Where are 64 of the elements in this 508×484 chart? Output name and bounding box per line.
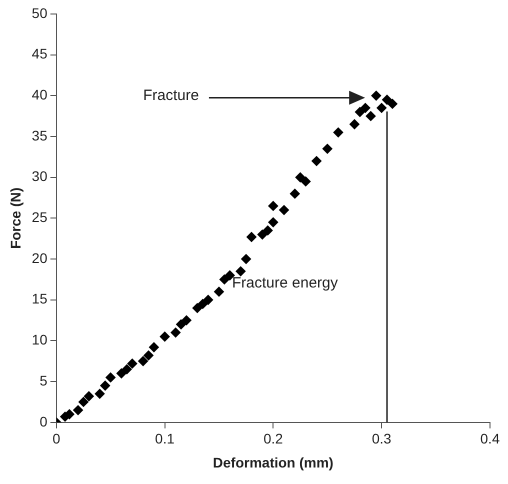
point (100, 380, 110, 391)
y-tick-label: 45 (32, 46, 48, 62)
point (268, 200, 278, 211)
x-tick-label: 0.4 (480, 430, 500, 447)
y-tick-label: 40 (32, 86, 48, 103)
point (236, 266, 246, 276)
point (116, 368, 126, 378)
point (138, 356, 148, 366)
point (122, 364, 132, 374)
point (192, 303, 202, 314)
point (224, 270, 235, 280)
point (268, 217, 278, 228)
point (257, 230, 268, 240)
x-tick-label: 0.2 (263, 430, 284, 447)
x-tick-label: 0.3 (372, 430, 392, 447)
point (300, 176, 311, 186)
point (312, 156, 322, 166)
point (354, 107, 365, 118)
y-tick-label: 15 (32, 290, 48, 307)
point (106, 372, 116, 382)
point (219, 274, 230, 284)
y-tick-label: 50 (32, 4, 48, 21)
point (279, 205, 290, 216)
point (94, 388, 105, 399)
point (148, 342, 159, 352)
point (241, 254, 252, 264)
point (295, 172, 306, 182)
y-tick-label: 30 (32, 168, 48, 184)
y-tick-label: 25 (32, 209, 48, 226)
point (127, 358, 138, 369)
point (360, 102, 370, 113)
point (144, 350, 154, 360)
point (246, 232, 257, 242)
point (387, 98, 398, 109)
point (333, 127, 344, 138)
point (176, 319, 186, 330)
y-tick-label: 35 (32, 127, 48, 144)
point (198, 298, 208, 309)
point (84, 391, 94, 402)
x-tick-label: 0 (52, 430, 60, 447)
point (73, 405, 84, 416)
point (366, 111, 376, 122)
y-tick-label: 20 (32, 250, 48, 266)
y-tick-label: 10 (32, 332, 48, 348)
point (382, 94, 392, 105)
x-axis-title: Deformation (mm) (212, 454, 334, 470)
y-axis-title: Force (N) (7, 187, 24, 249)
point (262, 225, 273, 236)
point (290, 188, 300, 199)
point (78, 396, 88, 407)
point (349, 119, 360, 130)
annotation: Fracture energy (232, 274, 338, 292)
point (203, 294, 214, 305)
x-tick-label: 0.1 (155, 430, 175, 447)
point (170, 328, 181, 338)
annotation: Fracture (143, 86, 199, 104)
y-tick-label: 0 (40, 413, 48, 430)
point (376, 102, 387, 113)
y-tick-label: 5 (40, 372, 48, 388)
point (160, 332, 170, 342)
point (181, 315, 192, 326)
point (214, 286, 224, 297)
point (322, 144, 332, 154)
point (371, 90, 382, 101)
